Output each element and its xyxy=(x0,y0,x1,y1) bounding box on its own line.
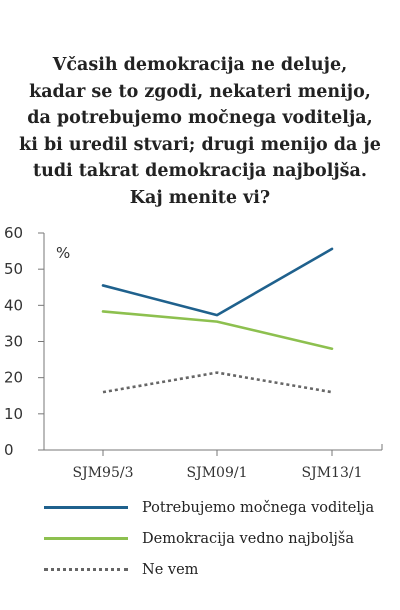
title-line: tudi takrat demokracija najboljša. xyxy=(33,161,367,181)
title-line: Kaj menite vi? xyxy=(129,187,271,208)
legend-item: Ne vem xyxy=(44,554,384,585)
series-line xyxy=(101,247,334,317)
y-tick-label: 40 xyxy=(4,296,23,314)
legend: Potrebujemo močnega voditelja Demokracija… xyxy=(44,492,384,585)
y-tick-label: 10 xyxy=(4,405,23,423)
x-tick-label: SJM09/1 xyxy=(187,465,248,481)
legend-label: Demokracija vedno najboljša xyxy=(142,530,354,547)
y-tick-label: 60 xyxy=(4,224,23,242)
plot-area: 0 10 20 30 40 50 60 SJM95/3 SJM09/1 SJM13/1 % xyxy=(4,224,383,481)
unit-label: % xyxy=(56,244,70,262)
legend-swatch xyxy=(44,568,128,571)
series-line xyxy=(101,310,334,351)
series-line xyxy=(102,371,333,394)
y-tick-label: 50 xyxy=(4,260,23,278)
y-tick-label: 20 xyxy=(4,369,23,387)
series-layer xyxy=(101,247,334,394)
title-line: ki bi uredil stvari; drugi menijo da je xyxy=(19,134,381,155)
legend-label: Potrebujemo močnega voditelja xyxy=(142,499,375,516)
title-line: kadar se to zgodi, nekateri menijo, xyxy=(29,81,371,102)
x-tick-label: SJM95/3 xyxy=(73,465,134,481)
legend-swatch xyxy=(44,537,128,540)
title-line: Včasih demokracija ne deluje, xyxy=(52,55,348,75)
legend-item: Demokracija vedno najboljša xyxy=(44,523,384,554)
y-tick-label: 0 xyxy=(4,441,14,459)
legend-swatch xyxy=(44,506,128,509)
legend-label: Ne vem xyxy=(142,561,199,578)
title-line: da potrebujemo močnega voditelja, xyxy=(27,108,373,128)
legend-item: Potrebujemo močnega voditelja xyxy=(44,492,384,523)
x-tick-label: SJM13/1 xyxy=(302,465,363,481)
y-tick-label: 30 xyxy=(4,333,23,351)
axes: 0 10 20 30 40 50 60 SJM95/3 SJM09/1 SJM13/1 xyxy=(4,224,383,481)
chart-title: Včasih demokracija ne deluje, kadar se to… xyxy=(0,52,400,211)
